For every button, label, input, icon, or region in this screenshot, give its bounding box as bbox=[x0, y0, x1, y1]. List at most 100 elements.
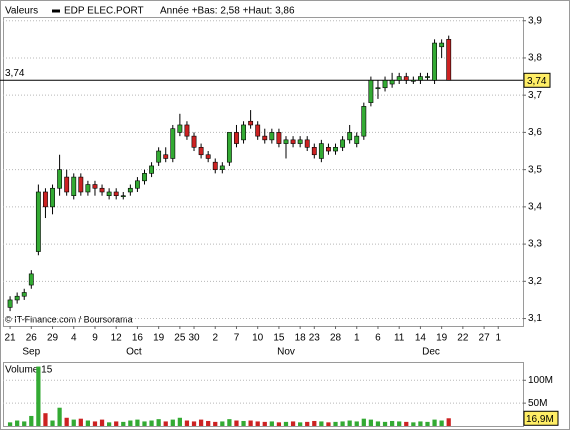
candle-body bbox=[163, 154, 169, 159]
volume-bar bbox=[114, 421, 119, 426]
candle-body bbox=[71, 176, 77, 196]
y-tick-label: 3,7 bbox=[528, 90, 542, 101]
candle-body bbox=[276, 132, 282, 144]
x-tick-label: 19 bbox=[436, 333, 448, 344]
volume-bar bbox=[290, 421, 296, 426]
volume-bar bbox=[276, 422, 282, 426]
candle-body bbox=[361, 106, 367, 137]
candle-body bbox=[170, 128, 176, 159]
month-label: Nov bbox=[277, 347, 295, 358]
volume-bar bbox=[227, 419, 232, 426]
candle-body bbox=[35, 191, 41, 252]
volume-bar bbox=[446, 418, 451, 426]
candle-body bbox=[226, 132, 232, 163]
candle-body bbox=[248, 120, 254, 126]
candle-body bbox=[205, 154, 211, 159]
volume-bar bbox=[22, 421, 27, 426]
candle-body bbox=[50, 187, 55, 208]
y-tick-label: 3,1 bbox=[528, 313, 542, 324]
candle-body bbox=[382, 79, 388, 89]
y-tick-label: 3,6 bbox=[528, 127, 542, 138]
candle-body bbox=[78, 176, 84, 193]
source: © IT-Finance.com / Boursorama bbox=[5, 314, 133, 324]
candle-body bbox=[446, 39, 452, 81]
candle-body bbox=[375, 87, 381, 90]
candle-body bbox=[368, 79, 374, 103]
last-volume-box bbox=[523, 410, 559, 426]
candle-body bbox=[127, 187, 133, 193]
volume-bar bbox=[78, 418, 83, 426]
volume-bar bbox=[418, 421, 423, 426]
volume-bar bbox=[354, 421, 359, 426]
candle-body bbox=[57, 169, 63, 189]
x-tick-label: 1 bbox=[354, 333, 360, 344]
volume-bar bbox=[149, 420, 154, 426]
volume-bar bbox=[262, 421, 267, 426]
candle-body bbox=[403, 76, 409, 81]
last-value-box bbox=[523, 72, 551, 88]
volume-bar bbox=[184, 420, 190, 426]
volume-bar bbox=[368, 419, 374, 426]
volume-bar bbox=[269, 421, 274, 426]
candle-body bbox=[142, 173, 147, 182]
volume-bar bbox=[375, 421, 381, 426]
volume-bar bbox=[255, 421, 260, 426]
x-tick-label: 25 bbox=[174, 333, 186, 344]
volume-bar bbox=[29, 415, 34, 426]
volume-panel bbox=[3, 362, 524, 427]
candle-body bbox=[326, 147, 331, 152]
volume-bar bbox=[319, 421, 324, 426]
candle-body bbox=[219, 165, 225, 170]
volume-bar bbox=[326, 422, 331, 426]
volume-bar bbox=[425, 421, 430, 426]
candle-body bbox=[347, 132, 353, 141]
candle-body bbox=[14, 295, 20, 301]
volume-bar bbox=[191, 421, 197, 426]
candle-body bbox=[43, 191, 48, 208]
volume-bar bbox=[411, 422, 416, 426]
volume-bar bbox=[99, 419, 105, 426]
candle-body bbox=[106, 191, 112, 196]
volume-bar bbox=[177, 417, 182, 426]
x-tick-label: 22 bbox=[457, 333, 469, 344]
candle-body bbox=[297, 139, 303, 144]
x-tick-label: 21 bbox=[5, 333, 17, 344]
candle-body bbox=[269, 132, 275, 141]
x-tick-label: 10 bbox=[252, 333, 264, 344]
candle-body bbox=[177, 124, 183, 133]
legend-label: EDP ELEC.PORT bbox=[64, 6, 144, 17]
x-tick-label: 14 bbox=[415, 333, 427, 344]
y-tick-label: 3,4 bbox=[528, 202, 542, 213]
candle-body bbox=[120, 195, 126, 197]
x-tick-label: 19 bbox=[153, 333, 165, 344]
candle-body bbox=[28, 273, 34, 286]
volume-bar bbox=[64, 417, 69, 426]
volume-bar bbox=[361, 418, 366, 426]
candle-body bbox=[333, 147, 338, 152]
volume-bar bbox=[15, 420, 20, 426]
volume-bar bbox=[389, 420, 395, 426]
volume-bar bbox=[71, 419, 76, 426]
candle-body bbox=[410, 79, 416, 82]
volume-bar bbox=[340, 421, 345, 426]
x-tick-label: 30 bbox=[188, 333, 200, 344]
candle-body bbox=[234, 132, 239, 144]
candle-body bbox=[7, 299, 13, 308]
price-panel bbox=[3, 17, 524, 327]
volume-bar bbox=[43, 413, 48, 426]
x-tick-label: 7 bbox=[234, 333, 240, 344]
candle-body bbox=[290, 139, 296, 144]
volume-bar bbox=[57, 407, 62, 426]
last-value-label: 3,74 bbox=[5, 68, 25, 79]
last-value-tag: 3,74 bbox=[527, 76, 547, 87]
candle-body bbox=[191, 135, 197, 148]
x-tick-label: 27 bbox=[479, 333, 491, 344]
x-tick-label: 4 bbox=[71, 333, 77, 344]
candle-body bbox=[92, 184, 98, 189]
x-tick-label: 28 bbox=[330, 333, 342, 344]
volume-bar bbox=[298, 422, 303, 426]
x-tick-label: 16 bbox=[132, 333, 144, 344]
volume-bar bbox=[241, 420, 246, 426]
volume-title: Volume 15 bbox=[5, 365, 53, 376]
